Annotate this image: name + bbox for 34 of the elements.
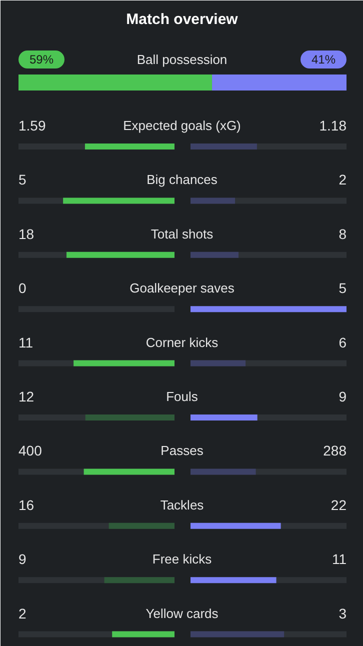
category-label: Free kicks <box>152 552 212 567</box>
data-label: 1.18 <box>319 118 347 134</box>
data-label: 5 <box>18 172 26 188</box>
data-label: 1.59 <box>18 118 46 134</box>
data-label: 0 <box>18 280 26 296</box>
data-label: 59% <box>29 52 54 66</box>
category-label: Corner kicks <box>146 334 219 350</box>
data-label: 16 <box>18 496 34 513</box>
data-label: 288 <box>323 442 347 459</box>
category-label: Yellow cards <box>146 606 219 621</box>
data-label: 22 <box>330 496 347 513</box>
category-label: Passes <box>160 443 204 458</box>
data-label: 41% <box>311 52 336 66</box>
data-label: 8 <box>338 226 347 242</box>
category-label: Expected goals (xG) <box>123 118 241 133</box>
data-label: 2 <box>338 172 347 188</box>
category-label: Fouls <box>166 389 198 404</box>
data-label: 5 <box>338 280 347 296</box>
category-label: Ball possession <box>136 52 228 67</box>
data-label: 3 <box>338 605 347 622</box>
data-label: 9 <box>18 551 26 568</box>
data-label: 12 <box>18 388 34 404</box>
data-label: 9 <box>338 388 347 404</box>
category-label: Tackles <box>160 497 204 512</box>
data-label: 18 <box>18 226 34 242</box>
category-label: Big chances <box>146 172 218 188</box>
data-label: 11 <box>18 334 34 350</box>
category-label: Total shots <box>150 226 214 242</box>
data-label: 400 <box>18 442 42 459</box>
data-label: 6 <box>338 334 347 350</box>
data-label: 11 <box>332 551 347 568</box>
text: Match overview <box>126 11 238 28</box>
category-label: Goalkeeper saves <box>130 280 235 296</box>
data-label: 2 <box>18 605 26 622</box>
